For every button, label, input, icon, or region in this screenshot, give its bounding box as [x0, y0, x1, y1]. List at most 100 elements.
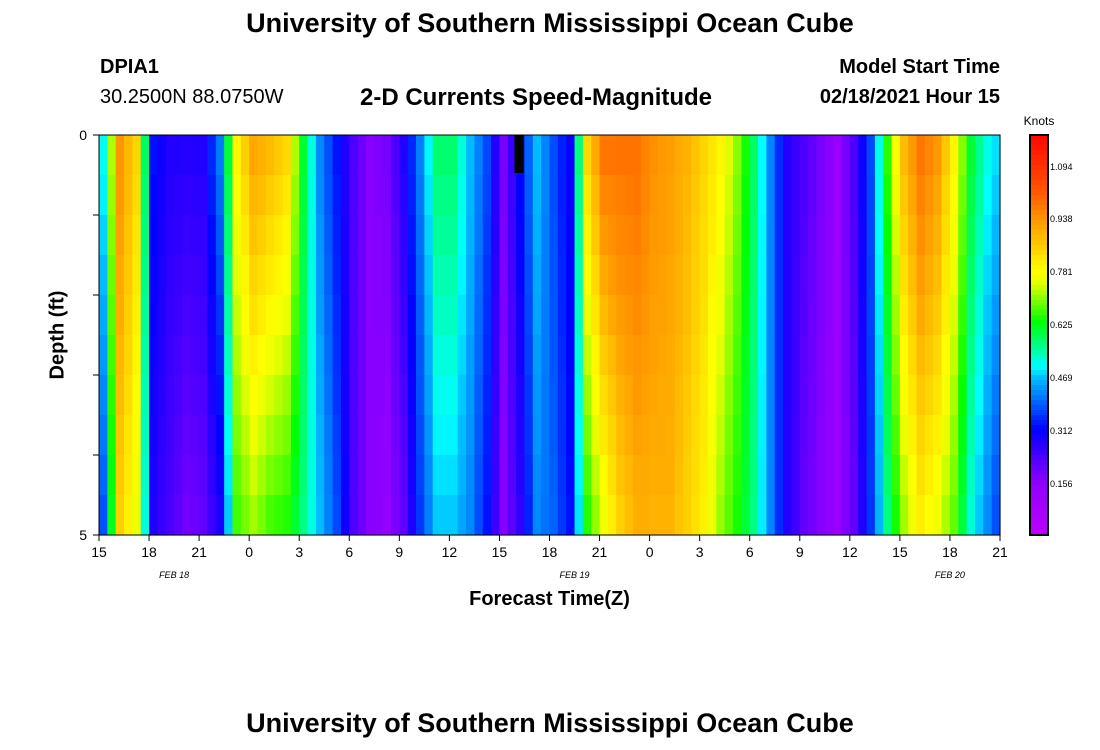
heatmap-cell — [783, 335, 793, 376]
heatmap-cell — [799, 375, 809, 416]
heatmap-cell — [908, 295, 918, 336]
heatmap-cell — [207, 455, 217, 496]
colorbar-segment — [1030, 220, 1048, 226]
heatmap-cell — [724, 495, 734, 536]
heatmap-cell — [899, 495, 909, 536]
heatmap-cell — [232, 215, 242, 256]
heatmap-cell — [99, 415, 108, 456]
heatmap-cell — [107, 495, 117, 536]
heatmap-cell — [99, 175, 108, 216]
heatmap-cell — [482, 255, 492, 296]
heatmap-cell — [549, 215, 559, 256]
heatmap-cell — [107, 295, 117, 336]
heatmap-cell — [833, 455, 843, 496]
heatmap-cell — [182, 455, 192, 496]
colorbar-segment — [1030, 370, 1048, 376]
heatmap-cell — [507, 375, 517, 416]
heatmap-cell — [424, 375, 434, 416]
model-start-label: Model Start Time — [839, 56, 1000, 78]
heatmap-cell — [349, 495, 359, 536]
heatmap-cell — [574, 255, 584, 296]
heatmap-cell — [899, 415, 909, 456]
heatmap-cell — [299, 255, 309, 296]
heatmap-cell — [249, 295, 259, 336]
colorbar-segment — [1030, 390, 1048, 396]
heatmap-cell — [766, 255, 776, 296]
heatmap-cell — [257, 175, 267, 216]
heatmap-cell — [299, 455, 309, 496]
heatmap-cell — [899, 175, 909, 216]
heatmap-cell — [357, 455, 367, 496]
heatmap-cell — [958, 135, 968, 176]
heatmap-cell — [641, 175, 651, 216]
heatmap-cell — [407, 455, 417, 496]
heatmap-cell — [357, 135, 367, 176]
heatmap-cell — [190, 375, 200, 416]
heatmap-cell — [115, 255, 125, 296]
heatmap-cell — [566, 255, 576, 296]
heatmap-cell — [232, 495, 242, 536]
heatmap-cell — [624, 375, 634, 416]
heatmap-cell — [758, 255, 767, 296]
heatmap-cell — [157, 415, 167, 456]
heatmap-cell — [399, 455, 409, 496]
colorbar-label: 1.094 — [1050, 162, 1073, 172]
heatmap-cell — [649, 135, 659, 176]
heatmap-cell — [474, 295, 484, 336]
heatmap-cell — [741, 215, 751, 256]
heatmap-cell — [858, 215, 868, 256]
heatmap-cell — [599, 455, 609, 496]
heatmap-cell — [374, 295, 384, 336]
heatmap-cell — [958, 375, 968, 416]
heatmap-cell — [441, 495, 450, 536]
heatmap-cell — [115, 175, 125, 216]
colorbar-segment — [1030, 155, 1048, 161]
x-tick-label: 6 — [345, 544, 353, 560]
heatmap-cell — [891, 375, 901, 416]
heatmap-cell — [599, 415, 609, 456]
heatmap-cell — [507, 415, 517, 456]
heatmap-cell — [516, 455, 526, 496]
heatmap-cell — [591, 495, 601, 536]
heatmap-cell — [699, 495, 709, 536]
heatmap-cell — [941, 295, 951, 336]
heatmap-cell — [140, 295, 150, 336]
heatmap-cell — [791, 495, 801, 536]
heatmap-cell — [566, 375, 576, 416]
heatmap-cell — [307, 335, 317, 376]
heatmap-cell — [983, 295, 993, 336]
heatmap-cell — [941, 175, 951, 216]
heatmap-cell — [424, 455, 434, 496]
heatmap-cell — [432, 335, 442, 376]
heatmap-cell — [299, 415, 309, 456]
heatmap-cell — [457, 175, 467, 216]
heatmap-cell — [849, 135, 859, 176]
heatmap-cell — [324, 455, 334, 496]
heatmap-cell — [691, 215, 701, 256]
colorbar-segment — [1030, 305, 1048, 311]
heatmap-cell — [299, 495, 309, 536]
heatmap-cell — [207, 335, 217, 376]
heatmap-cell — [432, 135, 442, 176]
heatmap-cell — [115, 215, 125, 256]
heatmap-cell — [616, 335, 626, 376]
heatmap-cell — [532, 255, 542, 296]
heatmap-cell — [424, 255, 434, 296]
heatmap-cell — [649, 495, 659, 536]
heatmap-cell — [124, 495, 133, 536]
heatmap-cell — [340, 255, 350, 296]
heatmap-cell — [532, 495, 542, 536]
x-tick-label: 21 — [992, 544, 1008, 560]
heatmap-cell — [574, 455, 584, 496]
heatmap-cell — [124, 255, 133, 296]
heatmap-cell — [549, 335, 559, 376]
heatmap-cell — [591, 295, 601, 336]
heatmap-cell — [332, 135, 342, 176]
heatmap-cell — [616, 495, 626, 536]
heatmap-cell — [791, 375, 801, 416]
heatmap-cell — [991, 455, 1001, 496]
heatmap-cell — [349, 335, 359, 376]
heatmap-cell — [107, 455, 117, 496]
heatmap-cell — [499, 495, 509, 536]
heatmap-cell — [924, 255, 934, 296]
